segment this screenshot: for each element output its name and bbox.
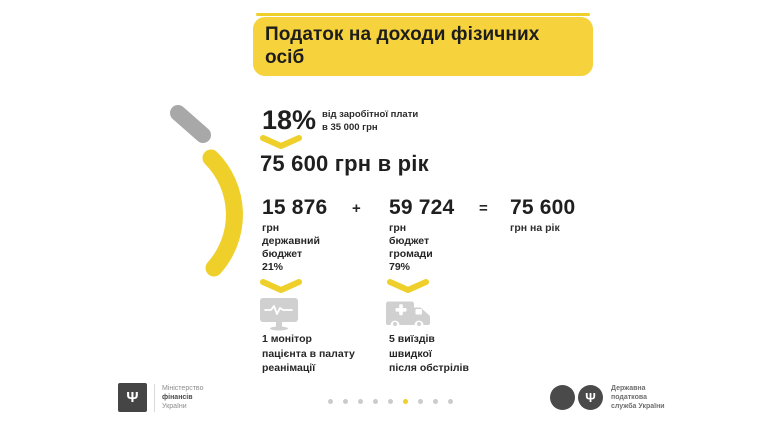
state-budget-label: грн державний бюджет 21% bbox=[262, 222, 320, 273]
community-budget-value: 59 724 bbox=[389, 196, 455, 219]
tax-rate-note-line2: в 35 000 грн bbox=[322, 121, 378, 133]
equals-sign: = bbox=[479, 200, 488, 217]
chevron-down-icon bbox=[260, 135, 302, 149]
trident-icon: Ψ bbox=[585, 390, 596, 405]
trident-icon: Ψ bbox=[126, 389, 139, 406]
total-value: 75 600 bbox=[510, 196, 576, 219]
footer-divider bbox=[154, 383, 155, 412]
total-column: 75 600 грн на рік bbox=[510, 197, 575, 235]
outcome-ambulance-caption: 5 виїздів швидкої після обстрілів bbox=[389, 333, 469, 374]
total-label: грн на рік bbox=[510, 222, 560, 234]
page-title: Податок на доходи фізичних осіб bbox=[265, 24, 540, 68]
pagination-dot[interactable] bbox=[418, 399, 423, 404]
state-budget-value: 15 876 bbox=[262, 196, 328, 219]
annual-total: 75 600 грн в рік bbox=[260, 151, 429, 176]
tax-service-logo-circle bbox=[550, 385, 575, 410]
title-banner: Податок на доходи фізичних осіб bbox=[253, 17, 593, 76]
minfin-logo-block: Ψ Міністерство фінансів України bbox=[118, 383, 203, 412]
community-budget-column: 59 724 грн бюджет громади 79% bbox=[389, 197, 454, 274]
chevron-down-icon bbox=[387, 279, 429, 293]
arc-segment-gray bbox=[170, 105, 211, 143]
pagination-dot[interactable] bbox=[328, 399, 333, 404]
pagination-dot[interactable] bbox=[358, 399, 363, 404]
pagination-dot[interactable] bbox=[448, 399, 453, 404]
tax-service-org-name: Державна податкова служба України bbox=[611, 385, 665, 410]
chevron-down-icon bbox=[260, 279, 302, 293]
pagination-dot[interactable] bbox=[433, 399, 438, 404]
state-budget-column: 15 876 грн державний бюджет 21% bbox=[262, 197, 327, 274]
ambulance-icon bbox=[386, 301, 430, 329]
tax-rate-note: від заробітної плати в 35 000 грн bbox=[322, 109, 418, 134]
tax-service-emblem-circle: Ψ bbox=[578, 385, 603, 410]
patient-monitor-icon bbox=[260, 298, 298, 331]
minfin-org-name: Міністерство фінансів України bbox=[162, 385, 204, 410]
outcome-monitor-caption: 1 монітор пацієнта в палату реанімації bbox=[262, 333, 355, 374]
plus-sign: + bbox=[352, 200, 361, 217]
tax-rate-value: 18% bbox=[262, 105, 317, 135]
pagination-dots bbox=[328, 399, 453, 404]
donut-arc-decoration bbox=[170, 105, 243, 277]
minfin-logo: Ψ bbox=[118, 383, 147, 412]
tax-service-logo-block: Ψ Державна податкова служба України bbox=[550, 384, 665, 411]
arc-segment-yellow bbox=[202, 149, 243, 277]
community-budget-label: грн бюджет громади 79% bbox=[389, 222, 433, 273]
pagination-dot[interactable] bbox=[343, 399, 348, 404]
pagination-dot[interactable] bbox=[373, 399, 378, 404]
pagination-dot-active[interactable] bbox=[403, 399, 408, 404]
pagination-dot[interactable] bbox=[388, 399, 393, 404]
title-accent-line bbox=[256, 13, 590, 16]
tax-rate-note-line1: від заробітної плати bbox=[322, 109, 419, 120]
